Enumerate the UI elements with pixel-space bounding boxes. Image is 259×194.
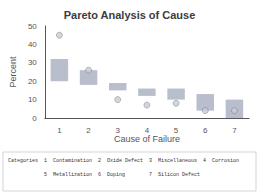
svg-text:1: 1 <box>57 126 62 135</box>
svg-text:Categories 1 Contamination: Categories 1 Contamination 2 Oxide Defec… <box>8 158 239 164</box>
svg-text:2: 2 <box>86 126 91 135</box>
svg-text:Cause of Failure: Cause of Failure <box>114 134 180 144</box>
svg-text:Percent: Percent <box>8 56 18 88</box>
svg-text:0: 0 <box>32 114 37 123</box>
svg-text:50: 50 <box>28 22 37 31</box>
svg-text:10: 10 <box>28 95 37 104</box>
svg-text:3: 3 <box>116 126 121 135</box>
svg-text:40: 40 <box>28 40 37 49</box>
svg-text:4: 4 <box>145 126 150 135</box>
svg-text:6: 6 <box>203 126 208 135</box>
svg-text:5: 5 <box>174 126 179 135</box>
svg-text:5 Metallization 6 Doping: 5 Metallization 6 Doping 7 Silicon Defec… <box>8 172 200 178</box>
svg-text:Pareto Analysis of Cause: Pareto Analysis of Cause <box>64 9 196 21</box>
svg-text:20: 20 <box>28 77 37 86</box>
svg-text:7: 7 <box>232 126 237 135</box>
svg-text:30: 30 <box>28 58 37 67</box>
